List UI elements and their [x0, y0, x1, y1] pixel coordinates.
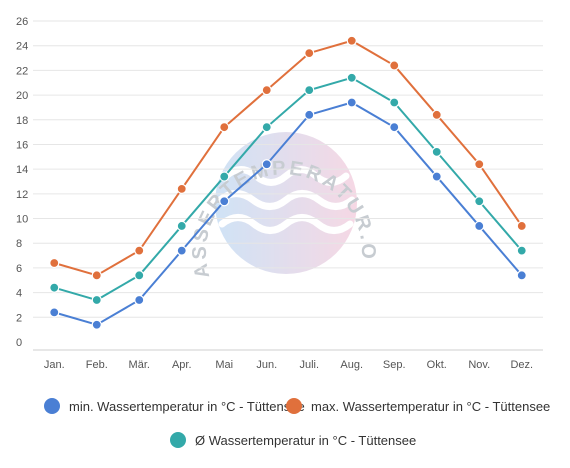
data-point[interactable]	[516, 220, 527, 232]
data-point[interactable]	[431, 109, 442, 120]
x-tick-label: Mai	[215, 359, 233, 371]
series-0	[49, 97, 527, 330]
data-point[interactable]	[346, 35, 357, 46]
data-point[interactable]	[389, 122, 400, 133]
data-point[interactable]	[219, 122, 230, 133]
data-point[interactable]	[176, 220, 187, 232]
x-tick-label: Nov.	[468, 359, 490, 371]
legend-item-min[interactable]: min. Wassertemperatur in °C - Tüttensee	[44, 398, 305, 414]
x-tick-label: Juli.	[299, 359, 319, 371]
x-tick-label: Okt.	[427, 359, 447, 371]
data-point[interactable]	[91, 294, 102, 306]
y-tick-label: 26	[16, 16, 28, 28]
data-point[interactable]	[134, 294, 145, 306]
legend-label-max: max. Wassertemperatur in °C - Tüttensee	[311, 398, 551, 414]
data-point[interactable]	[261, 85, 272, 96]
data-point[interactable]	[49, 307, 60, 318]
data-point[interactable]	[261, 159, 272, 170]
data-point[interactable]	[176, 245, 187, 256]
data-point[interactable]	[219, 171, 230, 182]
y-tick-label: 0	[16, 337, 22, 349]
data-point[interactable]	[49, 257, 60, 269]
x-tick-label: Feb.	[86, 359, 108, 371]
legend-item-max[interactable]: max. Wassertemperatur in °C - Tüttensee	[286, 398, 550, 414]
series-line	[53, 101, 523, 326]
legend-label-min: min. Wassertemperatur in °C - Tüttensee	[69, 398, 305, 414]
data-point[interactable]	[176, 183, 187, 195]
y-tick-label: 18	[16, 115, 28, 127]
data-point[interactable]	[516, 270, 527, 281]
legend-marker-max	[286, 398, 302, 414]
data-point[interactable]	[91, 270, 102, 281]
x-tick-label: Mär.	[129, 359, 150, 371]
series-lines	[49, 35, 527, 330]
x-axis: Jan. Feb. Mär. Apr. Mai Jun. Juli. Aug. Sep. Okt.…	[33, 349, 543, 371]
legend-label-avg: Ø Wassertemperatur in °C - Tüttensee	[195, 432, 417, 448]
y-tick-label: 24	[16, 41, 28, 53]
legend-marker-avg	[170, 432, 186, 448]
y-tick-label: 4	[16, 288, 22, 300]
data-point[interactable]	[261, 122, 272, 133]
x-tick-label: Sep.	[383, 359, 406, 371]
data-point[interactable]	[304, 85, 315, 96]
y-tick-label: 20	[16, 90, 28, 102]
data-point[interactable]	[346, 72, 357, 83]
data-point[interactable]	[346, 97, 357, 108]
x-tick-label: Jan.	[44, 359, 65, 371]
y-tick-label: 12	[16, 189, 28, 201]
data-point[interactable]	[219, 196, 230, 207]
data-point[interactable]	[516, 245, 527, 256]
data-point[interactable]	[389, 97, 400, 108]
y-tick-label: 6	[16, 263, 22, 275]
watermark-logo: WASSERTEMPERATUR.ORG	[0, 0, 376, 280]
legend-item-avg[interactable]: Ø Wassertemperatur in °C - Tüttensee	[170, 432, 416, 448]
data-point[interactable]	[134, 270, 145, 281]
data-point[interactable]	[49, 282, 60, 293]
series-1	[49, 35, 527, 281]
x-tick-label: Aug.	[340, 359, 363, 371]
data-point[interactable]	[134, 245, 145, 256]
y-tick-label: 14	[16, 164, 28, 176]
series-2	[49, 72, 527, 306]
y-tick-label: 22	[16, 65, 28, 77]
series-line	[53, 76, 523, 302]
data-point[interactable]	[304, 109, 315, 120]
y-tick-label: 8	[16, 238, 22, 250]
x-tick-label: Jun.	[256, 359, 277, 371]
data-point[interactable]	[304, 47, 315, 59]
data-point[interactable]	[431, 146, 442, 157]
x-tick-label: Apr.	[172, 359, 192, 371]
data-point[interactable]	[474, 196, 485, 207]
data-point[interactable]	[474, 220, 485, 232]
y-tick-label: 16	[16, 139, 28, 151]
data-point[interactable]	[389, 60, 400, 71]
x-tick-label: Dez.	[510, 359, 533, 371]
legend-marker-min	[44, 398, 60, 414]
data-point[interactable]	[91, 319, 102, 330]
data-point[interactable]	[474, 159, 485, 170]
y-tick-label: 2	[16, 312, 22, 324]
data-point[interactable]	[431, 171, 442, 182]
y-tick-label: 10	[16, 214, 28, 226]
series-line	[53, 39, 523, 277]
